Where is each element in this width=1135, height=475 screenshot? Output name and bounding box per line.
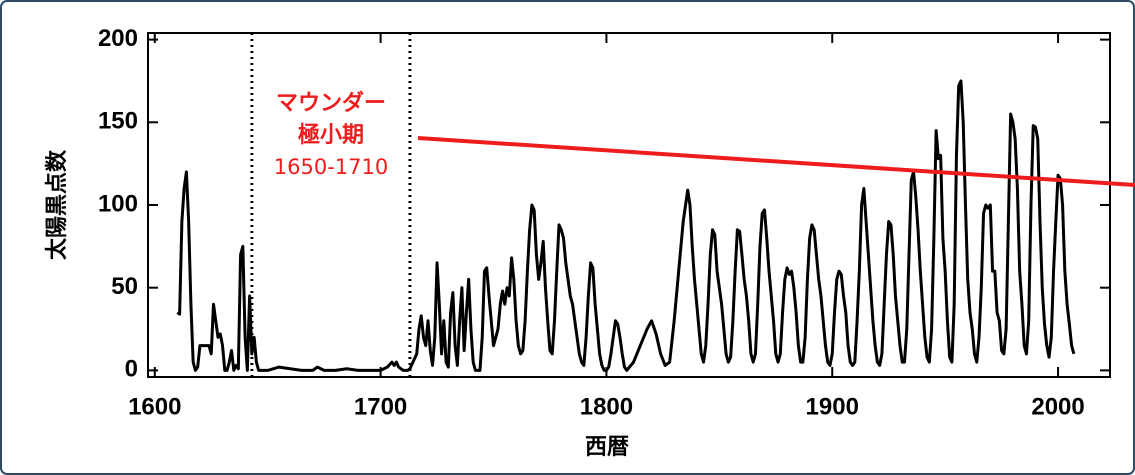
x-tick-label: 1600 [128,393,181,420]
red-line [417,136,1135,187]
y-tick-label: 100 [98,190,138,217]
y-axis-label: 太陽黒点数 [44,149,70,260]
series [176,79,1076,372]
annotation: 1650-1710 [274,155,388,179]
y-tick-label: 50 [111,273,138,300]
annotation: 極小期 [298,122,364,148]
y-tick-label: 0 [125,356,138,383]
x-axis-label: 西暦 [585,435,629,460]
ticks: 0 50 100 150 200 1600 1700 1800 1900 2000 [98,25,1110,420]
series-line [176,79,1076,372]
annotation: マウンダー [276,90,386,116]
y-tick-label: 150 [98,108,138,135]
x-tick-label: 1900 [806,393,859,420]
annotation-box [258,86,404,188]
x-tick-label: 2000 [1031,393,1084,420]
x-tick-label: 1700 [354,393,407,420]
x-tick-label: 1800 [580,393,633,420]
y-tick-label: 200 [98,25,138,52]
